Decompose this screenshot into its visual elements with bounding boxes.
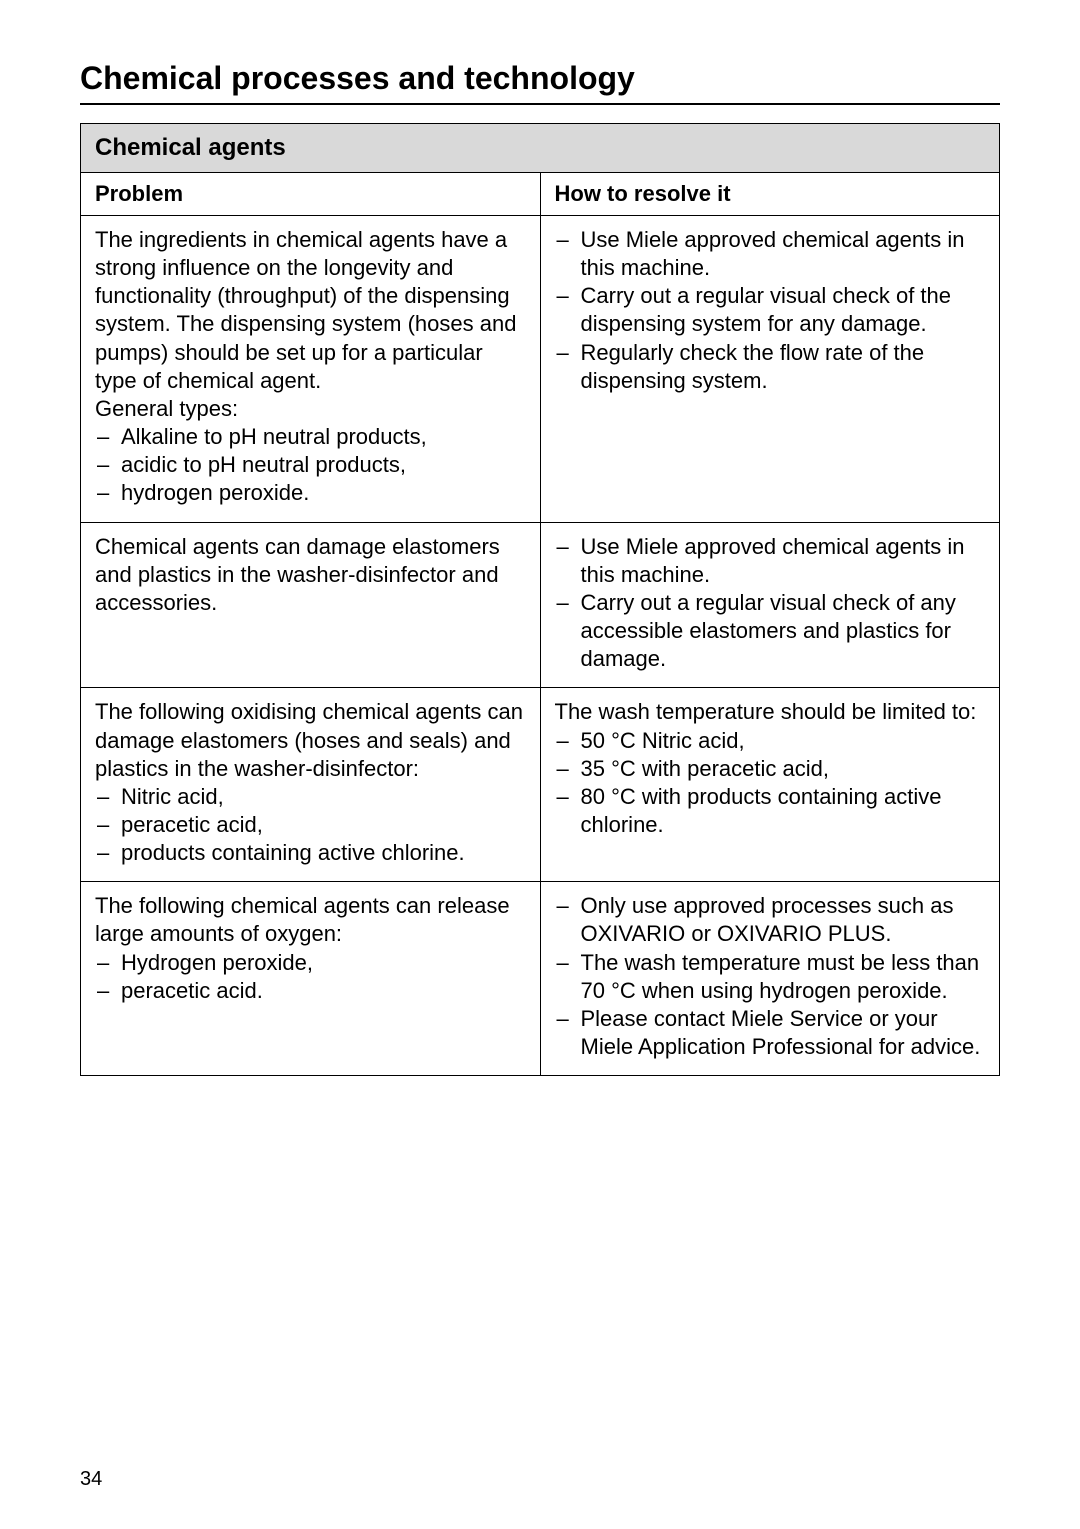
problem-text: The ingredients in chemical agents have …	[95, 226, 526, 395]
list-item: 50 °C Nitric acid,	[555, 727, 986, 755]
list-item: peracetic acid.	[95, 977, 526, 1005]
list-item: hydrogen peroxide.	[95, 479, 526, 507]
list-item: Nitric acid,	[95, 783, 526, 811]
page-number: 34	[80, 1468, 102, 1491]
list-item: 35 °C with peracetic acid,	[555, 755, 986, 783]
page-title: Chemical processes and technology	[80, 60, 1000, 97]
list-item: Use Miele approved chemical agents in th…	[555, 533, 986, 589]
list-item: Hydrogen peroxide,	[95, 949, 526, 977]
list-item: The wash temperature must be less than 7…	[555, 949, 986, 1005]
list-item: Alkaline to pH neutral products,	[95, 423, 526, 451]
resolve-cell: The wash temperature should be limited t…	[540, 688, 1000, 882]
resolve-list: Use Miele approved chemical agents in th…	[555, 226, 986, 395]
resolve-cell: Use Miele approved chemical agents in th…	[540, 522, 1000, 688]
section-header: Chemical agents	[81, 124, 1000, 173]
problem-cell: Chemical agents can damage elastomers an…	[81, 522, 541, 688]
table-row: The following chemical agents can releas…	[81, 882, 1000, 1076]
resolve-list: Use Miele approved chemical agents in th…	[555, 533, 986, 674]
list-item: products containing active chlorine.	[95, 839, 526, 867]
table-row: The ingredients in chemical agents have …	[81, 216, 1000, 523]
problem-text: Chemical agents can damage elastomers an…	[95, 533, 526, 617]
list-item: Only use approved processes such as OXIV…	[555, 892, 986, 948]
resolve-list: 50 °C Nitric acid, 35 °C with peracetic …	[555, 727, 986, 840]
resolve-text: The wash temperature should be limited t…	[555, 698, 986, 726]
table-row: Chemical agents can damage elastomers an…	[81, 522, 1000, 688]
table-row: The following oxidising chemical agents …	[81, 688, 1000, 882]
problem-text: The following chemical agents can releas…	[95, 892, 526, 948]
problem-cell: The following oxidising chemical agents …	[81, 688, 541, 882]
list-item: Carry out a regular visual check of the …	[555, 282, 986, 338]
resolve-cell: Only use approved processes such as OXIV…	[540, 882, 1000, 1076]
problem-text: The following oxidising chemical agents …	[95, 698, 526, 782]
problem-cell: The following chemical agents can releas…	[81, 882, 541, 1076]
list-item: acidic to pH neutral products,	[95, 451, 526, 479]
col-resolve-header: How to resolve it	[540, 173, 1000, 216]
problem-subheading: General types:	[95, 395, 526, 423]
section-header-row: Chemical agents	[81, 124, 1000, 173]
page: Chemical processes and technology Chemic…	[0, 0, 1080, 1529]
problem-list: Hydrogen peroxide, peracetic acid.	[95, 949, 526, 1005]
resolve-cell: Use Miele approved chemical agents in th…	[540, 216, 1000, 523]
list-item: Use Miele approved chemical agents in th…	[555, 226, 986, 282]
list-item: Regularly check the flow rate of the dis…	[555, 339, 986, 395]
list-item: Please contact Miele Service or your Mie…	[555, 1005, 986, 1061]
list-item: 80 °C with products containing active ch…	[555, 783, 986, 839]
col-problem-header: Problem	[81, 173, 541, 216]
problem-cell: The ingredients in chemical agents have …	[81, 216, 541, 523]
chemical-agents-table: Chemical agents Problem How to resolve i…	[80, 123, 1000, 1076]
title-rule	[80, 103, 1000, 105]
problem-list: Alkaline to pH neutral products, acidic …	[95, 423, 526, 507]
list-item: Carry out a regular visual check of any …	[555, 589, 986, 673]
resolve-list: Only use approved processes such as OXIV…	[555, 892, 986, 1061]
list-item: peracetic acid,	[95, 811, 526, 839]
problem-list: Nitric acid, peracetic acid, products co…	[95, 783, 526, 867]
column-header-row: Problem How to resolve it	[81, 173, 1000, 216]
